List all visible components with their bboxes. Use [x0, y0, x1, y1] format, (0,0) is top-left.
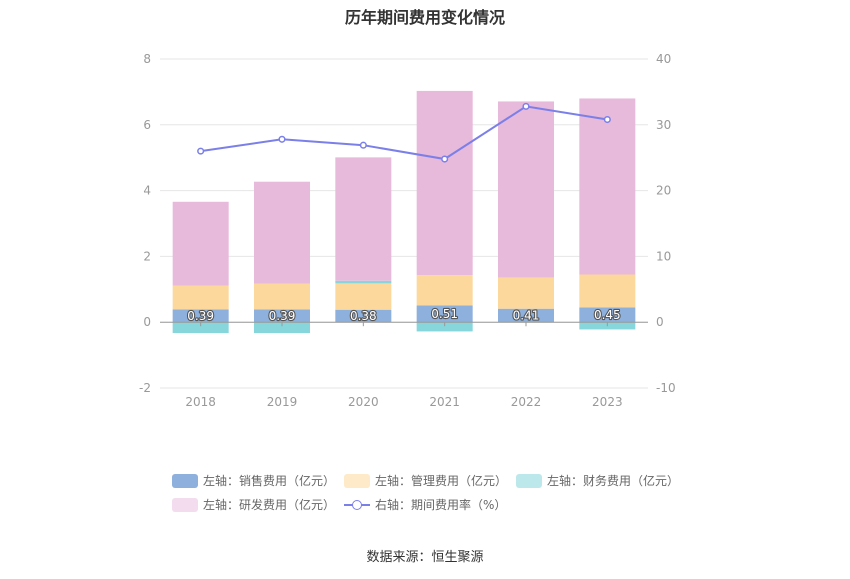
bar-data-label: 0.41 — [513, 308, 540, 322]
x-axis-tick-label: 2020 — [348, 395, 379, 409]
bar-segment — [498, 277, 554, 308]
left-axis-tick-label: -2 — [139, 381, 151, 395]
right-axis-tick-label: 30 — [656, 118, 671, 132]
data-source-note: 数据来源：恒生聚源 — [0, 546, 850, 565]
x-axis-tick-label: 2019 — [267, 395, 298, 409]
line-point — [605, 117, 611, 123]
line-point — [198, 148, 204, 154]
left-axis-tick-label: 6 — [143, 118, 151, 132]
line-point — [361, 142, 367, 148]
bar-data-label: 0.39 — [187, 309, 214, 323]
x-axis-tick-label: 2023 — [592, 395, 623, 409]
x-axis-tick-label: 2022 — [511, 395, 542, 409]
legend-label: 左轴：管理费用（亿元） — [375, 472, 507, 489]
legend-label: 左轴：财务费用（亿元） — [547, 472, 679, 489]
line-point — [523, 104, 529, 110]
bar-segment — [579, 98, 635, 274]
x-axis-tick-label: 2018 — [185, 395, 216, 409]
bar-segment — [335, 157, 391, 280]
bar-segment — [254, 182, 310, 284]
right-axis-tick-label: -10 — [656, 381, 676, 395]
bar-segment — [417, 91, 473, 275]
right-axis-tick-label: 10 — [656, 249, 671, 263]
legend-item[interactable]: 左轴：研发费用（亿元） — [172, 496, 335, 513]
legend-line-marker-icon — [344, 498, 370, 512]
right-axis-tick-label: 0 — [656, 315, 664, 329]
legend-label: 左轴：销售费用（亿元） — [203, 472, 335, 489]
left-axis-tick-label: 0 — [143, 315, 151, 329]
bar-segment — [498, 101, 554, 277]
left-axis-tick-label: 2 — [143, 249, 151, 263]
legend-item[interactable]: 右轴：期间费用率（%） — [344, 496, 506, 513]
legend-swatch — [172, 474, 198, 488]
legend-item[interactable]: 左轴：财务费用（亿元） — [516, 472, 679, 489]
bar-data-label: 0.51 — [431, 307, 458, 321]
chart-title: 历年期间费用变化情况 — [0, 4, 850, 28]
bar-data-label: 0.45 — [594, 308, 621, 322]
left-axis-tick-label: 4 — [143, 184, 151, 198]
bar-segment — [417, 275, 473, 305]
left-axis-tick-label: 8 — [143, 52, 151, 66]
x-axis-tick-label: 2021 — [429, 395, 460, 409]
bar-data-label: 0.38 — [350, 309, 377, 323]
legend-swatch — [516, 474, 542, 488]
legend-swatch — [344, 474, 370, 488]
line-point — [442, 156, 448, 162]
right-axis-tick-label: 40 — [656, 52, 671, 66]
bar-segment — [335, 281, 391, 284]
legend-label: 右轴：期间费用率（%） — [375, 496, 506, 513]
bar-segment — [579, 274, 635, 307]
bar-segment — [254, 284, 310, 310]
legend-item[interactable]: 左轴：管理费用（亿元） — [344, 472, 507, 489]
bar-segment — [173, 202, 229, 286]
legend-swatch — [172, 498, 198, 512]
legend-label: 左轴：研发费用（亿元） — [203, 496, 335, 513]
bar-segment — [173, 286, 229, 310]
legend-item[interactable]: 左轴：销售费用（亿元） — [172, 472, 335, 489]
bar-data-label: 0.39 — [269, 309, 296, 323]
line-point — [279, 136, 285, 142]
right-axis-tick-label: 20 — [656, 184, 671, 198]
bar-segment — [335, 283, 391, 309]
